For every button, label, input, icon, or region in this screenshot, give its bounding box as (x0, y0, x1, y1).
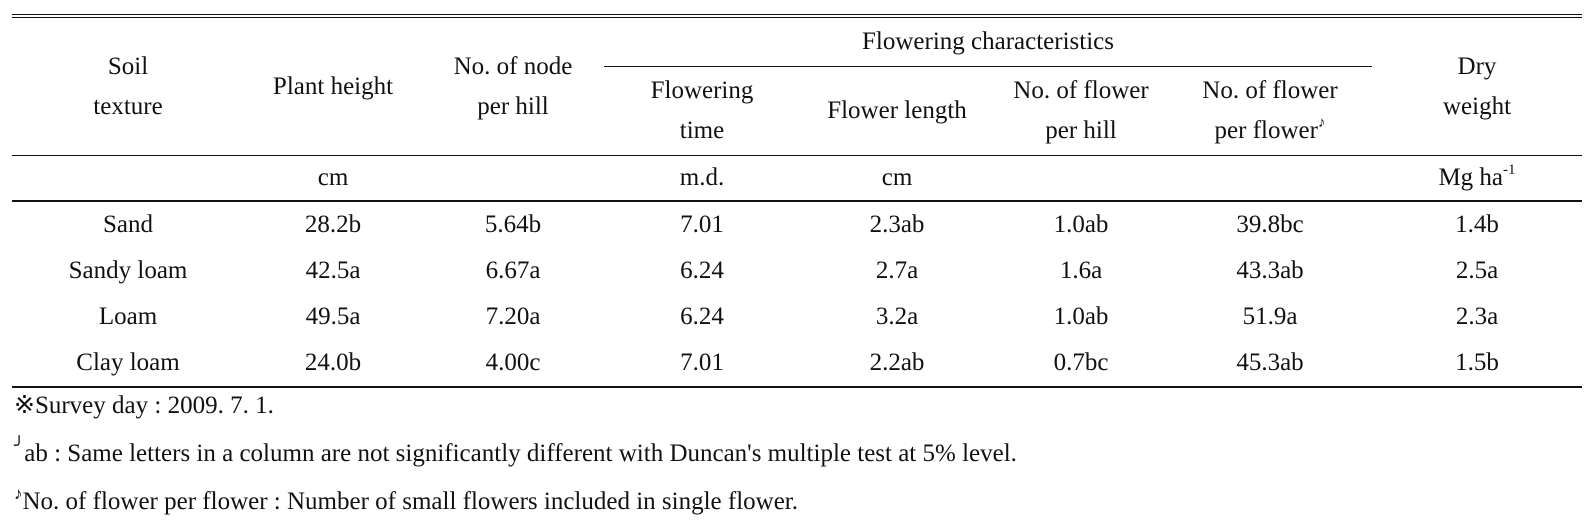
unit-empty (1168, 155, 1372, 202)
footnote-mark: ♪ (1317, 115, 1326, 131)
cell-fph: 1.6a (1059, 257, 1103, 284)
unit-empty (994, 155, 1168, 202)
soil-texture-table: Soil texture Plant height No. of node pe… (12, 14, 1582, 388)
unit-plant-height: cm (244, 155, 422, 202)
table-row: Sand 28.2b 5.64b 7.01 2.3ab 1.0ab 39.8bc… (12, 201, 1582, 248)
units-row: cm m.d. cm Mg ha-1 (12, 155, 1582, 202)
cell-time: 6.24 (680, 303, 724, 330)
cell-fph: 0.7bc (994, 340, 1168, 388)
header-dry-weight: Dry weight (1372, 18, 1582, 156)
header-flowering-time: Flowering time (604, 67, 800, 156)
header-text: weight (1442, 92, 1512, 120)
cell-fph: 1.0ab (1053, 211, 1109, 238)
cell-soil: Clay loam (12, 340, 244, 388)
unit-empty (12, 155, 244, 202)
header-text: per hill (1045, 117, 1117, 144)
cell-soil: Loam (98, 303, 158, 330)
unit-flowering-time: m.d. (604, 155, 800, 202)
cell-time: 7.01 (680, 211, 724, 238)
cell-soil: Sandy loam (68, 257, 188, 284)
cell-nodes: 5.64b (484, 211, 542, 238)
header-text: per hill (477, 92, 549, 120)
cell-nodes: 4.00c (422, 340, 604, 388)
cell-height: 42.5a (305, 257, 361, 284)
note-text: ab : Same letters in a column are not si… (24, 440, 1017, 467)
header-text: time (679, 117, 725, 144)
note-survey-day: ※Survey day : 2009. 7. 1. (14, 392, 274, 419)
header-text: No. of flower (1013, 77, 1149, 104)
cell-height: 24.0b (244, 340, 422, 388)
cell-length: 2.2ab (800, 340, 994, 388)
header-soil-texture: Soil texture (12, 18, 244, 156)
unit-text: Mg ha (1438, 164, 1504, 191)
header-flower-per-hill: No. of flower per hill (994, 67, 1168, 156)
unit-exponent: -1 (1503, 162, 1516, 178)
unit-dry-weight: Mg ha-1 (1372, 155, 1582, 202)
footnote-mark: ╯ (14, 436, 25, 455)
note-flower-definition: ♪No. of flower per flower : Number of sm… (14, 474, 1574, 522)
cell-dry: 1.5b (1372, 340, 1582, 388)
table-row: Loam 49.5a 7.20a 6.24 3.2a 1.0ab 51.9a 2… (12, 294, 1582, 340)
cell-length: 2.7a (875, 257, 919, 284)
header-text: texture (93, 92, 163, 120)
unit-flower-length: cm (800, 155, 994, 202)
cell-nodes: 7.20a (485, 303, 541, 330)
header-text: Dry (1457, 52, 1497, 80)
cell-length: 3.2a (875, 303, 919, 330)
header-plant-height: Plant height (272, 72, 394, 100)
note-duncan: ╯ab : Same letters in a column are not s… (14, 426, 1574, 474)
header-text: Soil (107, 52, 149, 80)
cell-fph: 1.0ab (1053, 303, 1109, 330)
cell-dry: 2.5a (1455, 257, 1499, 284)
footnote-mark: ♪ (14, 484, 23, 503)
cell-fpf: 43.3ab (1236, 257, 1304, 284)
header-flowering-characteristics: Flowering characteristics (604, 18, 1372, 67)
table-row: Clay loam 24.0b 4.00c 7.01 2.2ab 0.7bc 4… (12, 340, 1582, 388)
header-row-1: Soil texture Plant height No. of node pe… (12, 18, 1582, 120)
cell-height: 49.5a (305, 303, 361, 330)
header-row-2: Flowering time Flower length No. of flow… (12, 67, 1582, 156)
cell-dry: 1.4b (1455, 211, 1499, 238)
cell-fpf: 39.8bc (1236, 211, 1304, 238)
cell-time: 7.01 (604, 340, 800, 388)
table-footnotes: ※Survey day : 2009. 7. 1. ╯ab : Same let… (14, 386, 1574, 522)
cell-length: 2.3ab (869, 211, 925, 238)
cell-nodes: 6.67a (485, 257, 541, 284)
cell-soil: Sand (103, 211, 153, 238)
cell-fpf: 45.3ab (1168, 340, 1372, 388)
cell-height: 28.2b (304, 211, 362, 238)
cell-fpf: 51.9a (1242, 303, 1298, 330)
header-node-per-hill: No. of node per hill (422, 18, 604, 156)
header-text: No. of node (453, 52, 573, 80)
unit-empty (422, 155, 604, 202)
table-row: Sandy loam 42.5a 6.67a 6.24 2.7a 1.6a 43… (12, 248, 1582, 294)
cell-time: 6.24 (680, 257, 724, 284)
header-text: per flower (1214, 117, 1318, 144)
header-text: No. of flower (1202, 77, 1338, 104)
header-flower-per-flower: No. of flower per flower♪ (1168, 67, 1372, 156)
header-flower-length: Flower length (827, 97, 967, 124)
header-text: Flowering (650, 77, 754, 104)
note-text: No. of flower per flower : Number of sma… (22, 488, 799, 515)
cell-dry: 2.3a (1455, 303, 1499, 330)
